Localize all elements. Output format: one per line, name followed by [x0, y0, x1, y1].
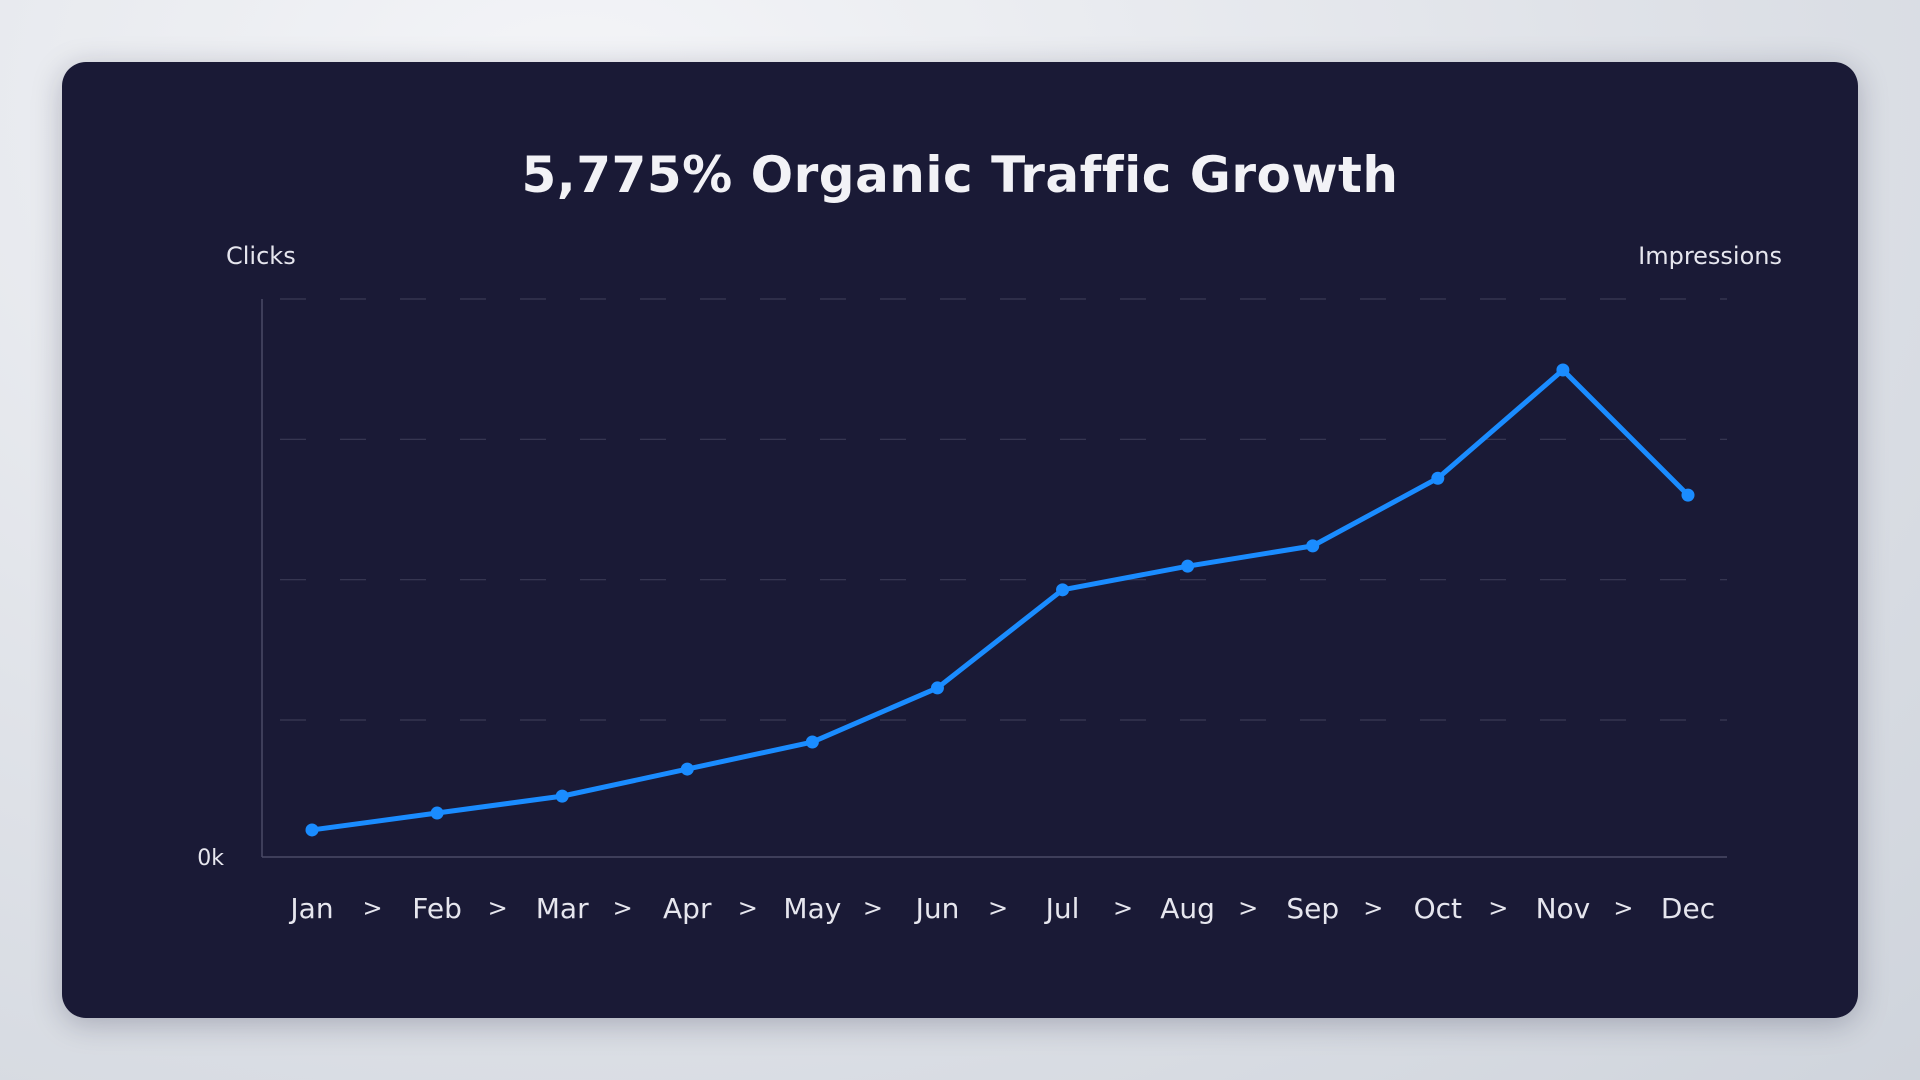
x-tick-label: Jan: [288, 892, 333, 925]
x-tick-separator: >: [1113, 894, 1133, 922]
data-point: [305, 823, 319, 837]
data-point: [1056, 583, 1070, 597]
x-tick-separator: >: [1363, 894, 1383, 922]
x-tick-label: Feb: [412, 892, 462, 925]
x-tick-separator: >: [863, 894, 883, 922]
data-point: [430, 806, 444, 820]
data-point: [555, 789, 569, 803]
y-tick-label: 0k: [197, 846, 224, 871]
x-tick-label: Dec: [1661, 892, 1715, 925]
data-point: [1431, 471, 1445, 485]
x-tick-label: Jul: [1044, 892, 1080, 925]
data-point: [680, 762, 694, 776]
chart-title: 5,775% Organic Traffic Growth: [521, 146, 1399, 204]
x-tick-label: Aug: [1160, 892, 1215, 925]
y-axis-title-right: Impressions: [1638, 242, 1782, 270]
x-tick-separator: >: [1488, 894, 1508, 922]
y-axis-title-left: Clicks: [226, 242, 296, 270]
x-tick-label: Jun: [914, 892, 960, 925]
chart-card: 5,775% Organic Traffic Growth Clicks Imp…: [62, 62, 1858, 1018]
data-point: [1681, 488, 1695, 502]
x-tick-separator: >: [1613, 894, 1633, 922]
x-tick-label: Oct: [1414, 892, 1462, 925]
x-tick-separator: >: [488, 894, 508, 922]
x-tick-label: Apr: [663, 892, 712, 925]
x-tick-separator: >: [1238, 894, 1258, 922]
data-point: [805, 735, 819, 749]
x-tick-separator: >: [988, 894, 1008, 922]
data-point: [930, 681, 944, 695]
data-point: [1556, 363, 1570, 377]
x-tick-separator: >: [738, 894, 758, 922]
x-tick-label: Sep: [1286, 892, 1339, 925]
data-point: [1306, 539, 1320, 553]
line-chart: 0k Jan > Feb > Mar > Apr > May > Jun > Jul > Aug > Sep > Oc…: [197, 298, 1727, 925]
x-tick-separator: >: [362, 894, 382, 922]
x-tick-separator: >: [613, 894, 633, 922]
x-tick-label: Nov: [1536, 892, 1591, 925]
data-point: [1181, 559, 1195, 573]
x-tick-label: May: [783, 892, 841, 925]
x-tick-label: Mar: [536, 892, 589, 925]
series-line: [309, 367, 1691, 833]
